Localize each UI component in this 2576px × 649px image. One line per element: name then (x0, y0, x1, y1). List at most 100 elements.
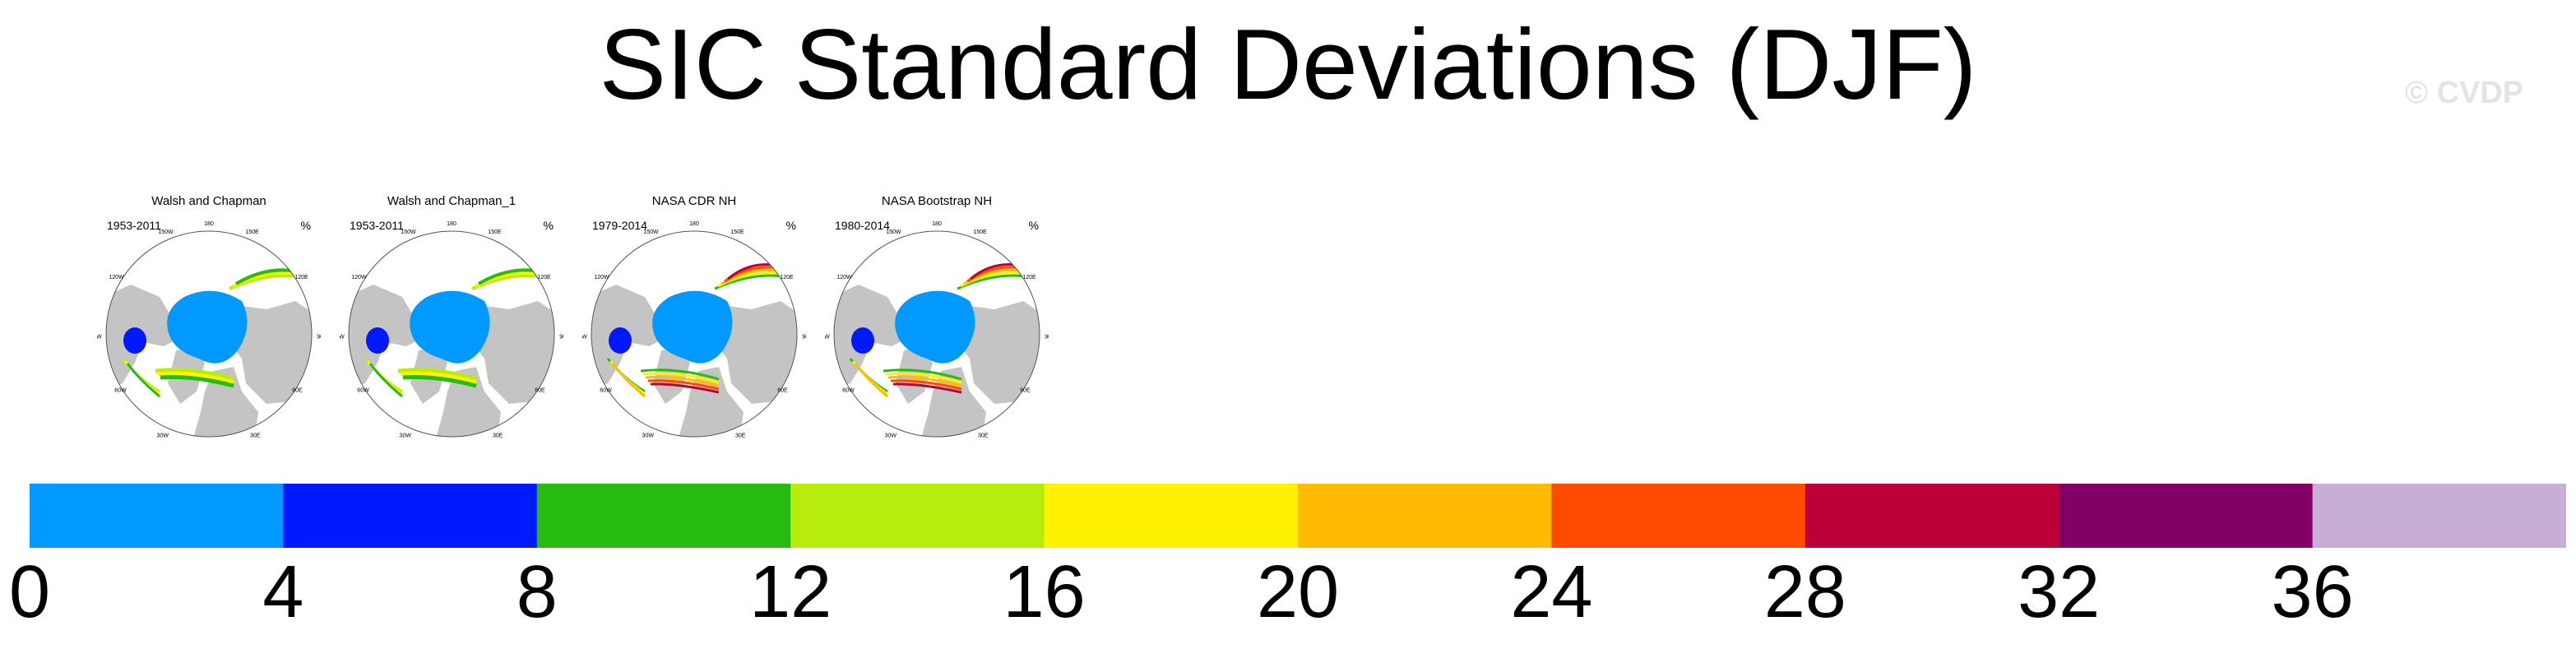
land-europe (678, 367, 744, 437)
graticule-label: 30E (493, 433, 503, 439)
graticule-label: 30E (978, 433, 989, 439)
variability-band-labrador (854, 363, 888, 398)
hudson-bay-ice (123, 327, 146, 354)
colorbar-tick-label: 16 (1003, 551, 1086, 633)
graticule-label: 60W (114, 388, 127, 394)
variability-band-atlantic (400, 371, 477, 385)
graticule-label: 30E (735, 433, 746, 439)
map-panel-nasa-bootstrap: NASA Bootstrap NH 1980-2014 % 180 150W 150… (825, 194, 1049, 441)
map-panel-walsh-chapman-1: Walsh and Chapman_1 1953-2011 % 180 150W 1… (340, 194, 563, 441)
polar-map: 180150W150E120W120E90W90E60W60E30W30E0 (97, 221, 321, 439)
cvdp-watermark: © CVDP (2405, 76, 2524, 110)
colorbar-tick-label: 8 (516, 551, 558, 633)
colorbar-tick-label: 4 (262, 551, 304, 633)
variability-band-atlantic (887, 375, 962, 387)
polar-map: 180150W150E120W120E90W90E60W60E30W30E0 (582, 221, 806, 439)
land-europe (920, 367, 986, 437)
colorbar-segment (30, 484, 284, 548)
variability-band-atlantic (645, 375, 720, 387)
graticule-label: 120E (537, 275, 551, 280)
variability-band-atlantic (883, 369, 962, 381)
graticule-label: 90W (825, 335, 830, 341)
sea-ice-core (652, 290, 733, 364)
variability-band-atlantic (160, 374, 234, 388)
map-boundary (591, 230, 798, 438)
graticule-label: 90W (582, 335, 587, 341)
map-boundary (105, 230, 313, 438)
panel-unit: % (300, 219, 311, 232)
variability-band-labrador (611, 363, 646, 398)
map-panel-nasa-cdr: NASA CDR NH 1979-2014 % 180 150W 150E 120W 1… (582, 194, 806, 441)
colorbar-segment (1044, 484, 1299, 548)
graticule-label: 30W (157, 433, 169, 439)
variability-band-atlantic (640, 369, 720, 381)
colorbar-segment (2059, 484, 2314, 548)
graticule-label: 150W (158, 229, 174, 235)
variability-band-pacific (714, 274, 784, 290)
graticule-label: 120W (836, 275, 852, 280)
panel-years: 1980-2014 (835, 219, 890, 232)
variability-band-labrador (126, 363, 160, 398)
graticule-label: 90E (559, 335, 563, 341)
colorbar-segment (536, 484, 791, 548)
land-europe (192, 367, 258, 437)
colorbar-segment (1298, 484, 1552, 548)
colorbar-segment (283, 484, 538, 548)
sea-ice-core (167, 290, 248, 364)
panel-title: NASA Bootstrap NH (881, 194, 993, 208)
graticule-label: 150W (401, 229, 416, 235)
graticule-label: 150W (886, 229, 901, 235)
variability-band-pacific (957, 274, 1026, 290)
graticule-label: 180 (932, 221, 942, 227)
polar-map: 180150W150E120W120E90W90E60W60E30W30E0 (340, 221, 563, 439)
graticule-label: 90E (1045, 335, 1049, 341)
graticule-label: 60E (1020, 388, 1031, 394)
graticule-label: 120E (780, 275, 794, 280)
map-boundary (348, 230, 555, 438)
variability-band-atlantic (885, 372, 962, 384)
panel-years: 1953-2011 (107, 219, 161, 232)
graticule-label: 150E (973, 229, 987, 235)
graticule-label: 60E (292, 388, 303, 394)
variability-band-atlantic (397, 368, 477, 382)
graticule-label: 60E (777, 388, 788, 394)
colorbar-tick-label: 36 (2271, 551, 2354, 633)
graticule-label: 150E (488, 229, 502, 235)
panel-unit: % (785, 219, 796, 232)
colorbar-segment (790, 484, 1045, 548)
sea-ice-core (410, 290, 490, 364)
colorbar-tick-label: 32 (2018, 551, 2101, 633)
graticule-label: 180 (447, 221, 456, 227)
graticule-label: 60W (357, 388, 369, 394)
map-panel-walsh-chapman: Walsh and Chapman 1953-2011 % 180 150W 150… (97, 194, 321, 441)
graticule-label: 120W (594, 275, 609, 280)
graticule-label: 120W (351, 275, 367, 280)
colorbar-segment (1551, 484, 1806, 548)
graticule-label: 150E (730, 229, 744, 235)
graticule-label: 120E (294, 275, 308, 280)
colorbar-labels: 0 4 8 12 16 20 24 28 32 36 (0, 551, 2576, 642)
sea-ice-core (895, 290, 975, 364)
panel-years: 1953-2011 (350, 219, 404, 232)
variability-band-atlantic (890, 379, 962, 391)
graticule-label: 120W (109, 275, 124, 280)
map-boundary (833, 230, 1040, 438)
variability-band-atlantic (647, 379, 720, 391)
graticule-label: 120E (1022, 275, 1036, 280)
colorbar-tick-label: 24 (1510, 551, 1593, 633)
panel-title: Walsh and Chapman (151, 194, 266, 208)
polar-map: 180150W150E120W120E90W90E60W60E30W30E0 (825, 221, 1049, 439)
graticule-label: 150E (245, 229, 259, 235)
variability-band-labrador (368, 363, 403, 398)
graticule-label: 150W (643, 229, 659, 235)
graticule-label: 90E (802, 335, 806, 341)
panel-title: Walsh and Chapman_1 (387, 194, 517, 208)
graticule-label: 180 (204, 221, 214, 227)
colorbar (30, 484, 2566, 548)
variability-band-atlantic (155, 368, 234, 382)
colorbar-tick-label: 12 (749, 551, 832, 633)
graticule-label: 60E (535, 388, 545, 394)
hudson-bay-ice (851, 327, 874, 354)
graticule-label: 60W (842, 388, 855, 394)
graticule-label: 90E (317, 335, 321, 341)
